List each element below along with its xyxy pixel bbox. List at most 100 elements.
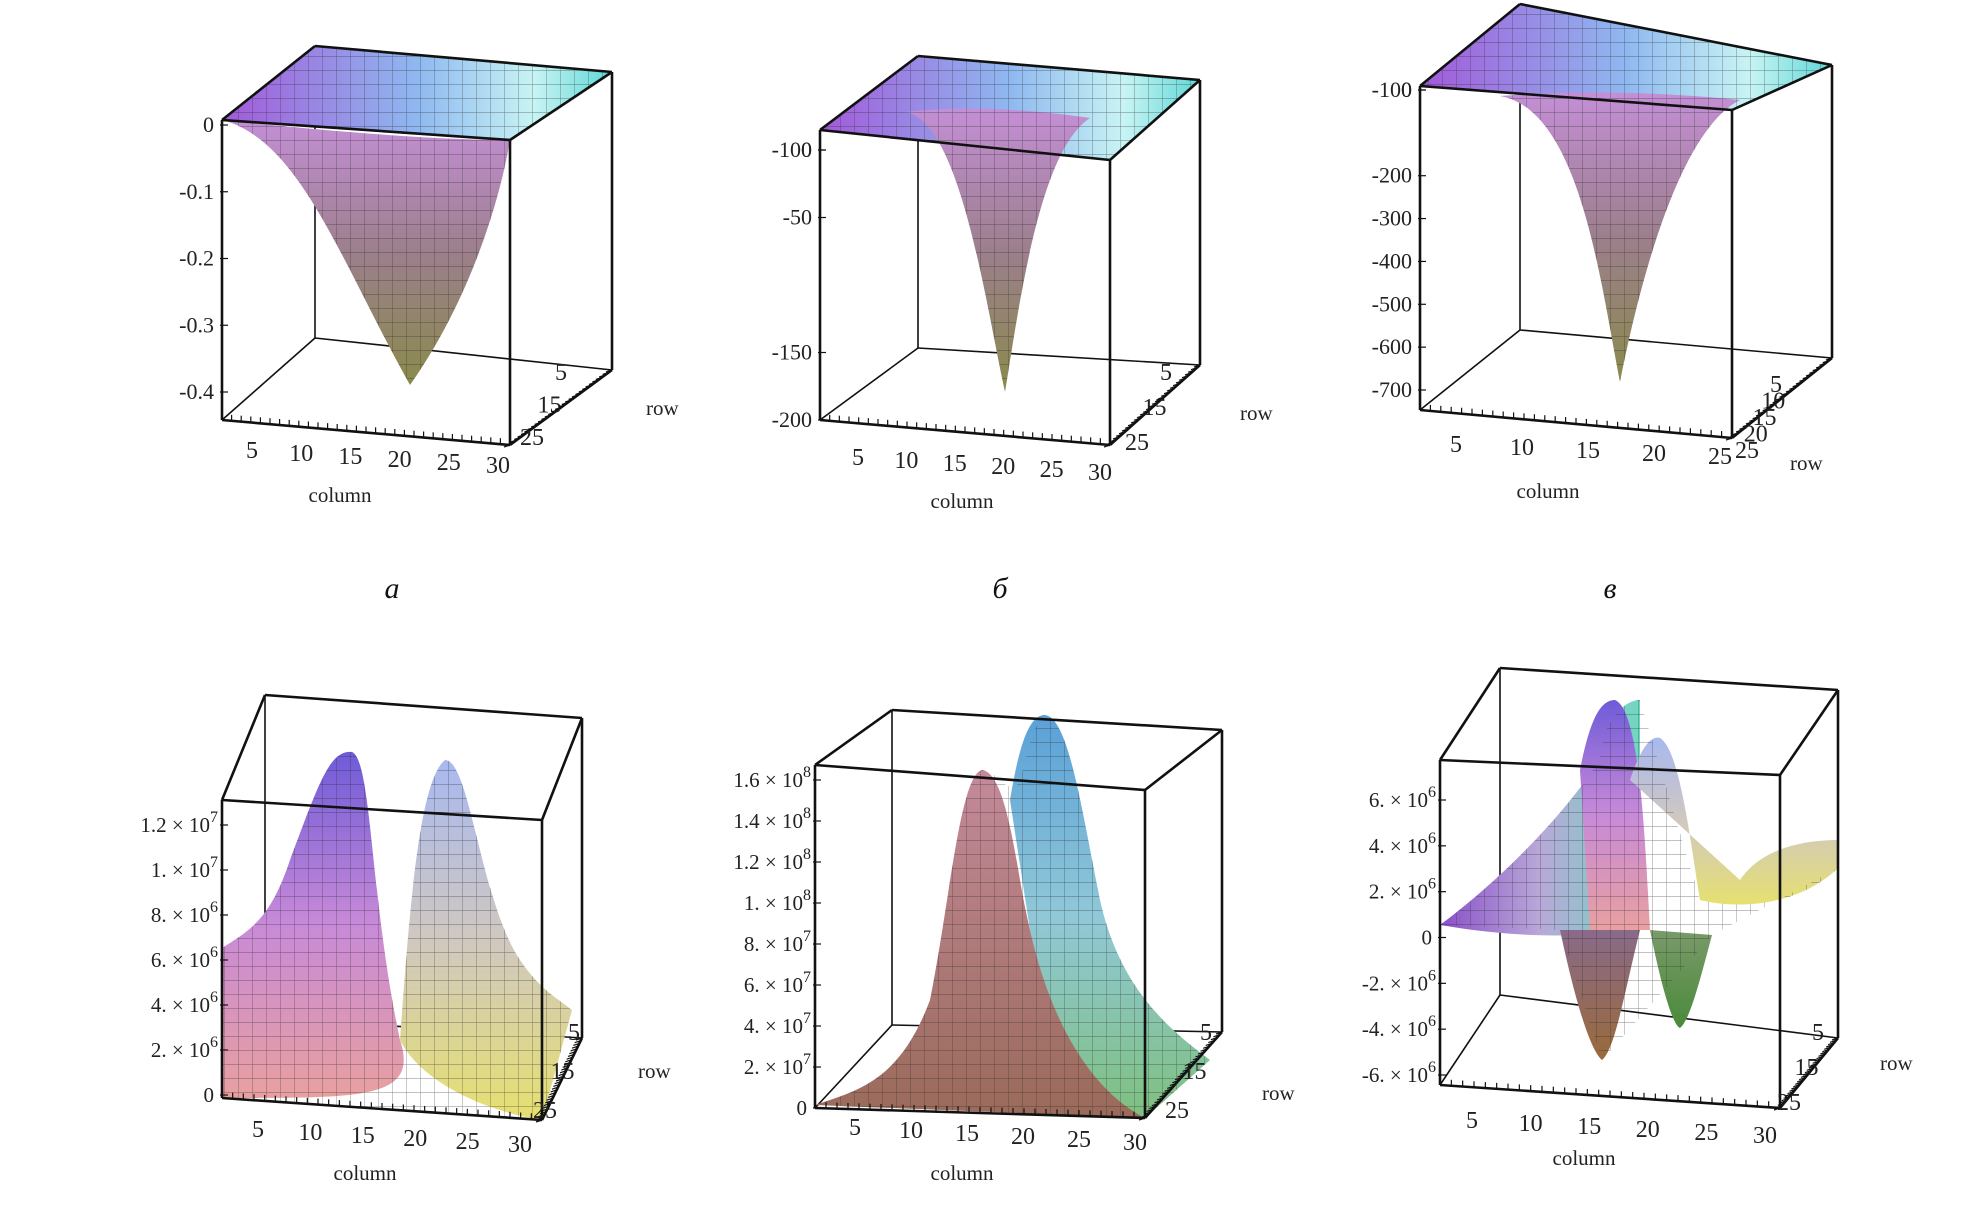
y-minor-tick: [1192, 1057, 1200, 1061]
y-minor-tick: [1157, 396, 1165, 400]
z-tick-label: -2. × 106: [1362, 967, 1436, 995]
z-tick-label: -400: [1372, 248, 1412, 273]
y-minor-tick: [1142, 409, 1150, 413]
x-tick-label: 20: [1636, 1117, 1660, 1143]
y-minor-tick: [575, 391, 582, 396]
z-tick-exponent: 6: [210, 1034, 218, 1051]
y-minor-tick: [1827, 1042, 1835, 1046]
z-tick-label: 2. × 106: [151, 1034, 218, 1062]
y-minor-tick: [546, 1097, 553, 1101]
z-tick-exponent: 7: [803, 928, 811, 945]
x-tick-label: 15: [351, 1123, 375, 1149]
y-minor-tick: [1169, 385, 1177, 389]
y-minor-tick: [1749, 418, 1756, 422]
y-minor-tick: [1172, 383, 1180, 387]
z-tick-label: 0: [1401, 77, 1412, 102]
z-tick-label: 1.2 × 108: [733, 846, 811, 874]
x-tick-label: 15: [1576, 438, 1600, 464]
y-minor-tick: [1797, 1079, 1804, 1083]
top-left-edge: [1438, 667, 1502, 761]
y-minor-tick: [1160, 393, 1168, 397]
y-minor-tick: [1775, 397, 1783, 401]
z-tick-label: 6. × 106: [151, 944, 218, 972]
z-tick-label: 0: [801, 137, 812, 162]
y-minor-tick: [1812, 1060, 1819, 1064]
y-minor-tick: [1824, 1046, 1831, 1050]
y-minor-tick: [1179, 1071, 1187, 1075]
y-minor-tick: [602, 371, 609, 376]
y-minor-tick: [566, 1056, 573, 1060]
z-tick-label: -200: [1372, 163, 1412, 188]
y-minor-tick: [1785, 389, 1793, 393]
y-axis-label: row: [1240, 401, 1273, 425]
z-tick-exponent: 7: [210, 854, 218, 871]
z-tick-exponent: 8: [803, 887, 811, 904]
y-minor-tick: [565, 399, 572, 403]
floor-back-edge: [917, 347, 1201, 366]
y-minor-tick: [1156, 1097, 1164, 1101]
z-tick-label: -50: [783, 205, 812, 230]
y-minor-tick: [517, 434, 524, 438]
y-minor-tick: [507, 441, 514, 446]
z-tick-label: 4. × 106: [1369, 830, 1436, 858]
y-minor-tick: [1802, 1072, 1810, 1076]
x-tick-label: 10: [298, 1120, 322, 1146]
y-minor-tick: [561, 401, 568, 406]
y-minor-tick: [1175, 380, 1183, 384]
y-minor-tick: [1805, 373, 1813, 377]
y-minor-tick: [1193, 364, 1201, 368]
y-minor-tick: [1814, 1058, 1821, 1062]
z-tick-label: 0: [203, 112, 214, 137]
z-tick-label: 6. × 106: [1369, 784, 1436, 812]
y-minor-tick: [1159, 1094, 1166, 1098]
z-tick-label: -500: [1372, 291, 1412, 316]
y-minor-tick: [551, 409, 558, 413]
y-tick-label: 5: [1770, 372, 1782, 398]
y-axis-label: row: [1262, 1081, 1295, 1105]
z-tick-exponent: 6: [1428, 1059, 1436, 1076]
z-tick-label: -300: [1372, 206, 1412, 231]
y-minor-tick: [1138, 1117, 1146, 1121]
y-minor-tick: [1164, 1088, 1171, 1092]
x-tick-label: 30: [486, 453, 510, 479]
y-minor-tick: [1106, 441, 1114, 445]
y-minor-tick: [1185, 1065, 1192, 1069]
surface-mesh: [222, 751, 572, 1120]
y-minor-tick: [1787, 1091, 1794, 1095]
y-tick-label: 5: [1200, 1020, 1212, 1046]
y-minor-tick: [569, 1051, 576, 1055]
y-minor-tick: [1798, 1077, 1806, 1081]
y-minor-tick: [1195, 1054, 1202, 1058]
x-axis-label: column: [1553, 1146, 1616, 1170]
y-minor-tick: [558, 1072, 565, 1077]
y-minor-tick: [534, 421, 541, 426]
y-minor-tick: [524, 429, 531, 433]
x-tick-label: 10: [1519, 1111, 1543, 1137]
y-minor-tick: [1136, 415, 1144, 419]
y-minor-tick: [561, 1067, 568, 1071]
x-tick-label: 20: [1011, 1124, 1035, 1150]
z-tick-label: -0.1: [179, 179, 214, 204]
y-minor-tick: [1109, 439, 1117, 443]
y-minor-tick: [1831, 1037, 1839, 1041]
y-axis-label: row: [638, 1059, 671, 1083]
y-minor-tick: [588, 381, 596, 386]
x-axis-label: column: [1517, 479, 1580, 503]
y-minor-tick: [548, 411, 555, 416]
x-tick-label: 10: [899, 1118, 923, 1144]
x-axis: 5 10 15 20 25 30 column: [819, 414, 1112, 513]
top-front-edge: [1439, 758, 1781, 777]
z-tick-label: -0.2: [179, 246, 214, 271]
surface-plot-g: 0 2. × 106 4. × 106 6. × 106 8. × 106 1. × 10…: [140, 693, 671, 1185]
z-tick-label: -0.4: [179, 379, 214, 404]
surface-plot-d: 0 2. × 107 4. × 107 6. × 107 8. × 107 1. × 10…: [733, 708, 1295, 1185]
y-minor-tick: [573, 1042, 580, 1047]
x-axis: 5 10 15 20 25 column: [1419, 404, 1733, 503]
surface-well-mesh: [222, 120, 510, 385]
y-minor-tick: [554, 406, 562, 411]
z-axis: 0 2. × 106 4. × 106 6. × 106 -2. × 106 -4. × …: [1362, 784, 1446, 1087]
surface-mesh: [820, 56, 1200, 160]
z-tick-label: -4. × 106: [1362, 1013, 1436, 1041]
z-tick-label: 0: [204, 1083, 215, 1107]
